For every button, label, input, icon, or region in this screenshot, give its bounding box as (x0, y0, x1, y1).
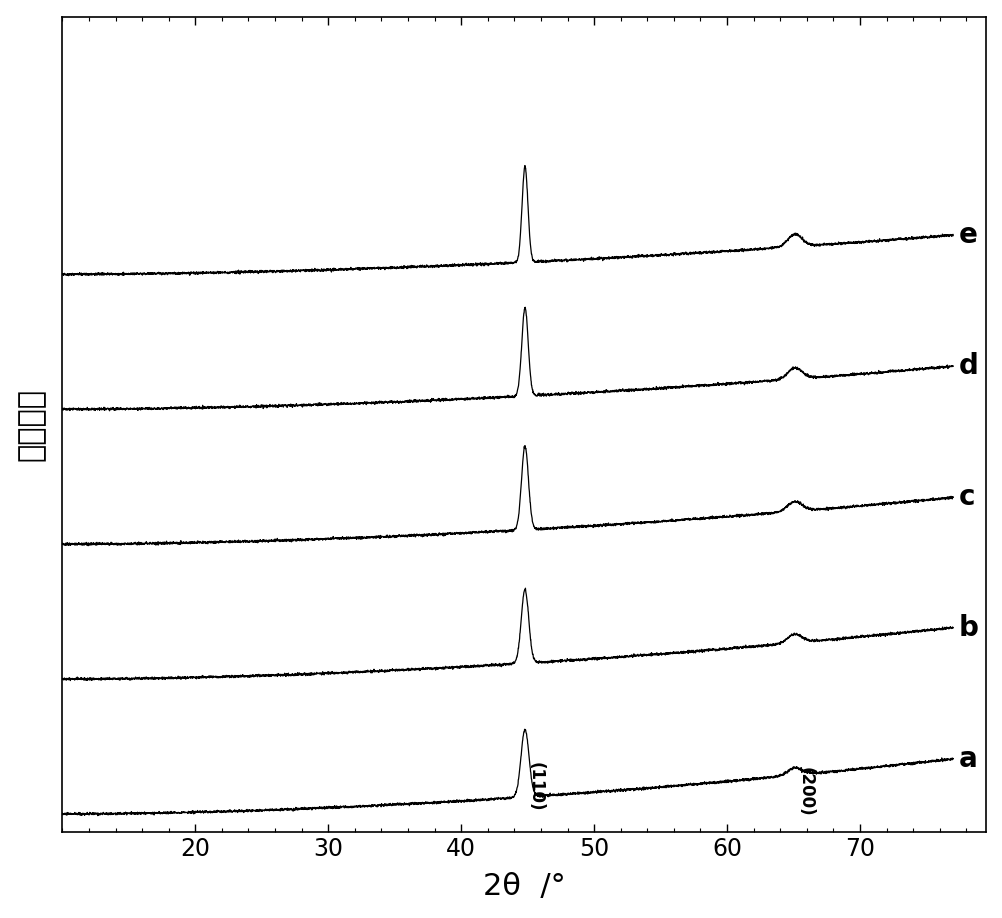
X-axis label: 2θ  /°: 2θ /° (483, 872, 565, 901)
Text: d: d (958, 353, 977, 380)
Text: a: a (958, 745, 976, 773)
Y-axis label: 相对强度: 相对强度 (17, 388, 46, 461)
Text: e: e (958, 221, 976, 250)
Text: c: c (958, 484, 974, 511)
Text: b: b (958, 614, 977, 642)
Text: (200): (200) (796, 767, 814, 817)
Text: (110): (110) (526, 763, 544, 812)
